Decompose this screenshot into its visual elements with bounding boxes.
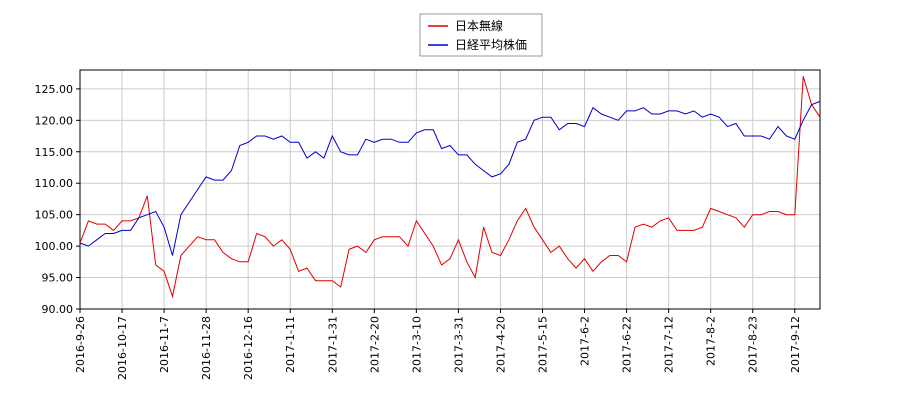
legend-box [419,13,543,57]
y-tick-label: 100.00 [35,240,74,253]
y-tick-label: 95.00 [42,272,74,285]
y-tick-label: 90.00 [42,303,74,316]
x-tick-label: 2017-8-2 [705,316,718,366]
y-tick-label: 120.00 [35,114,74,127]
x-tick-label: 2017-1-31 [326,316,339,373]
x-tick-label: 2017-3-10 [410,316,423,373]
x-tick-label: 2017-4-20 [494,316,507,373]
x-tick-label: 2016-9-26 [74,316,87,373]
x-tick-label: 2016-12-16 [242,316,255,380]
x-tick-label: 2017-1-11 [284,316,297,373]
x-tick-label: 2017-7-12 [663,316,676,373]
x-tick-label: 2017-3-31 [452,316,465,373]
x-tick-label: 2016-11-7 [158,316,171,373]
x-tick-label: 2017-5-15 [537,316,550,373]
y-tick-label: 115.00 [35,146,74,159]
x-tick-label: 2017-9-12 [789,316,802,373]
line-series [79,100,821,256]
legend-label: 日本無線 [455,18,503,33]
x-tick-label: 2017-8-23 [747,316,760,373]
x-tick-label: 2017-2-20 [368,316,381,373]
x-tick-label: 2016-10-17 [116,316,129,380]
y-tick-label: 125.00 [35,83,74,96]
legend-label: 日経平均株価 [455,37,527,52]
x-tick-label: 2017-6-2 [579,316,592,366]
line-series [79,76,821,299]
y-tick-label: 105.00 [35,209,74,222]
x-tick-label: 2017-6-22 [621,316,634,373]
y-tick-label: 110.00 [35,177,74,190]
plot-frame [79,69,821,310]
x-tick-label: 2016-11-28 [200,316,213,380]
